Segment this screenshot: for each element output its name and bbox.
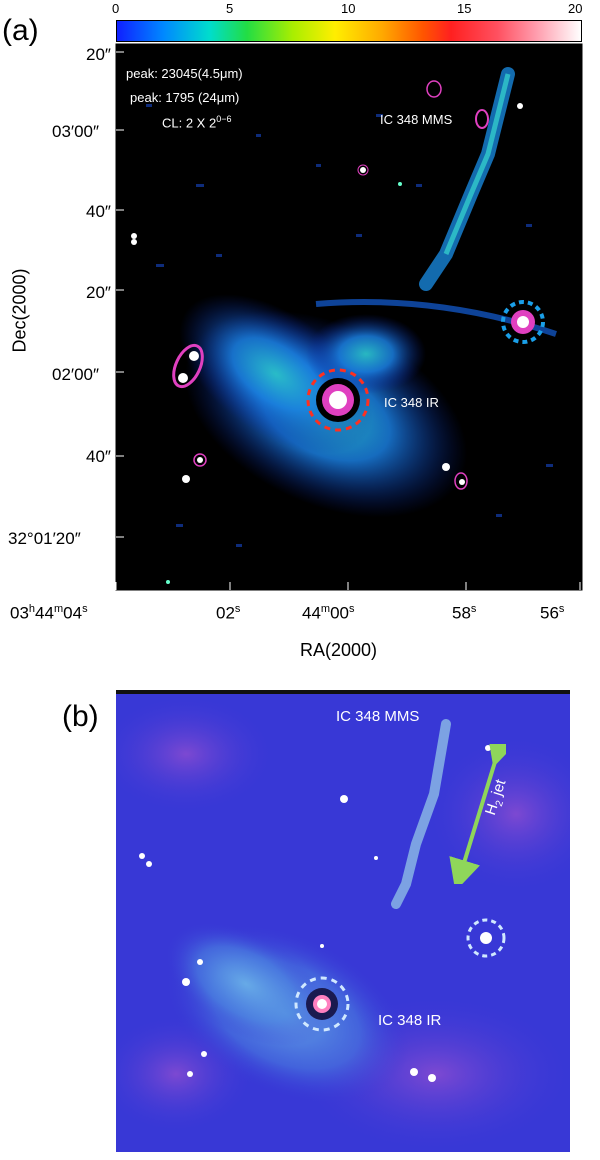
x-tick-part: 44 [35, 603, 54, 623]
x-tick-part: 02 [216, 603, 235, 623]
x-tick-unit: s [558, 603, 565, 615]
annotation-peak-24um: peak: 1795 (24μm) [130, 90, 240, 105]
x-tick-part: 56 [540, 603, 559, 623]
x-tick: 58s [452, 603, 476, 624]
colorbar-tick: 20 [568, 1, 583, 16]
panel-a-label: (a) [2, 14, 39, 47]
x-tick-unit: h [28, 603, 36, 615]
label-ic348-ir: IC 348 IR [384, 395, 439, 410]
colorbar-tick: 5 [226, 1, 234, 16]
x-tick-part: 03 [10, 603, 29, 623]
y-tick: 20″ [86, 283, 111, 302]
annotation-peak-4-5um: peak: 23045(4.5μm) [126, 66, 243, 81]
x-tick-unit: s [349, 603, 355, 615]
y-tick: 40″ [86, 202, 111, 221]
x-tick-unit: m [53, 603, 64, 615]
x-tick-part: 44 [302, 603, 321, 623]
x-tick-unit: s [470, 603, 477, 615]
y-tick: 03′00″ [52, 122, 100, 141]
x-tick: 56s [540, 603, 564, 624]
y-axis-title: Dec(2000) [9, 268, 30, 353]
x-tick-unit: s [234, 603, 241, 615]
h2-jet-arrow [449, 744, 506, 884]
x-axis-title: RA(2000) [300, 640, 378, 660]
label-ic348-ir-b: IC 348 IR [378, 1012, 442, 1029]
x-tick: 02s [216, 603, 240, 624]
colorbar-tick: 0 [112, 1, 120, 16]
colorbar-tick: 15 [457, 1, 472, 16]
panel-a-axes-frame [115, 43, 583, 591]
colorbar [116, 20, 582, 42]
x-tick-part: 04 [63, 603, 83, 623]
y-tick: 40″ [86, 447, 111, 466]
y-tick: 20″ [86, 45, 111, 64]
x-tick: 44m00s [302, 603, 355, 624]
panel-a-image: peak: 23045(4.5μm) peak: 1795 (24μm) CL:… [116, 44, 582, 590]
label-ic348-mms-b: IC 348 MMS [336, 708, 420, 725]
colorbar-tick: 10 [341, 1, 356, 16]
panel-b-label: (b) [62, 700, 99, 733]
x-tick-unit: s [82, 603, 88, 615]
panel-b-image: IC 348 MMS IC 348 IR H2 jet [116, 690, 570, 1152]
contour-levels-exponent: 0−6 [216, 114, 232, 124]
x-tick: 03h44m04s [10, 603, 88, 624]
y-tick: 02′00″ [52, 365, 100, 384]
annotation-contour-levels: CL: 2 X 20−6 [162, 114, 231, 130]
label-ic348-mms: IC 348 MMS [380, 112, 453, 127]
x-tick-unit: m [320, 603, 331, 615]
y-tick: 32°01′20″ [8, 529, 81, 548]
contour-levels-text: CL: 2 X 2 [162, 115, 217, 131]
panel-a-emission-map [131, 67, 557, 584]
panel-b-rgb-composite [116, 694, 570, 1152]
x-tick-part: 58 [452, 603, 471, 623]
x-tick-part: 00 [330, 603, 350, 623]
